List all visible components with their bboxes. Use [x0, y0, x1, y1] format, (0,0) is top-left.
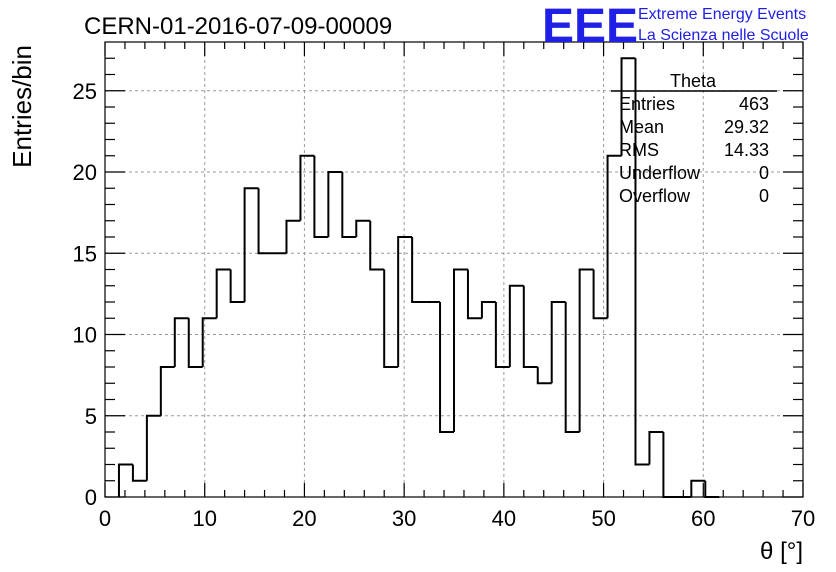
x-tick-label: 40 [492, 506, 516, 531]
histogram-bin [648, 431, 664, 465]
x-tick-labels: 0 10 20 30 40 50 60 70 [99, 506, 815, 531]
histogram-bin [536, 367, 552, 385]
histogram-bin [383, 269, 399, 368]
histogram-bin [550, 301, 566, 384]
histogram-bin [117, 463, 133, 497]
y-axis-label: Entries/bin [7, 45, 37, 168]
histogram-bin [690, 479, 706, 497]
histogram-bin [159, 366, 175, 416]
histogram-bin [480, 301, 496, 319]
histogram [117, 57, 720, 498]
stats-label-underflow: Underflow [619, 163, 701, 183]
histogram-bin [173, 317, 189, 367]
stats-label-rms: RMS [619, 140, 659, 160]
x-axis-label: θ [°] [760, 538, 803, 565]
histogram-bin [327, 171, 343, 237]
histogram-bin [369, 220, 385, 271]
stats-value-rms: 14.33 [724, 140, 769, 160]
eee-logo: EEE Extreme Energy Events La Scienza nel… [542, 0, 809, 53]
y-tick-label: 5 [85, 404, 97, 429]
stats-label-overflow: Overflow [619, 186, 691, 206]
histogram-bin [620, 57, 636, 156]
histogram-bin [508, 284, 524, 367]
histogram-bin [243, 187, 259, 302]
logo-line-1: Extreme Energy Events [638, 6, 806, 23]
histogram-bin [397, 236, 413, 367]
stats-value-entries: 463 [739, 94, 769, 114]
logo-line-2: La Scienza nelle Scuole [638, 27, 809, 44]
histogram-bin [145, 414, 161, 481]
histogram-bin [355, 219, 371, 237]
axis-ticks [104, 42, 804, 498]
stats-box: Theta Entries 463 Mean 29.32 RMS 14.33 U… [611, 71, 777, 206]
y-tick-label: 10 [73, 323, 97, 348]
y-tick-label: 0 [85, 485, 97, 510]
x-tick-label: 20 [292, 506, 316, 531]
histogram-bin [578, 268, 594, 432]
y-tick-label: 25 [73, 79, 97, 104]
histogram-bin [229, 269, 245, 303]
histogram-bin [215, 268, 231, 319]
histogram-bin [606, 154, 622, 319]
x-tick-label: 10 [192, 506, 216, 531]
stats-value-mean: 29.32 [724, 117, 769, 137]
stats-label-mean: Mean [619, 117, 664, 137]
histogram-bin [522, 285, 538, 368]
histogram-bin [494, 302, 510, 368]
histogram-bin [201, 317, 217, 367]
y-tick-label: 20 [73, 160, 97, 185]
histogram-bin [131, 464, 147, 482]
logo-mark: EEE [542, 0, 638, 53]
histogram-bin [453, 268, 468, 432]
y-tick-labels: 0 5 10 15 20 25 [73, 79, 97, 510]
x-tick-label: 50 [591, 506, 615, 531]
histogram-bin [411, 237, 427, 303]
chart-title: CERN-01-2016-07-09-00009 [84, 13, 392, 40]
stats-value-overflow: 0 [759, 186, 769, 206]
histogram-bin [592, 269, 608, 320]
histogram-bin [466, 269, 482, 320]
histogram-bin [341, 172, 357, 238]
x-tick-label: 30 [392, 506, 416, 531]
histogram-bin [187, 318, 203, 368]
stats-title: Theta [670, 71, 717, 91]
histogram-bin [257, 188, 273, 255]
stats-value-underflow: 0 [759, 163, 769, 183]
y-tick-label: 15 [73, 241, 97, 266]
stats-label-entries: Entries [619, 94, 675, 114]
histogram-bin [439, 302, 454, 433]
x-tick-label: 70 [791, 506, 815, 531]
histogram-bin [634, 58, 650, 466]
x-tick-label: 60 [691, 506, 715, 531]
histogram-bin [299, 154, 315, 221]
x-tick-label: 0 [99, 506, 111, 531]
histogram-bin [564, 302, 580, 433]
histogram-bin [313, 155, 329, 238]
histogram-bin [285, 219, 301, 254]
